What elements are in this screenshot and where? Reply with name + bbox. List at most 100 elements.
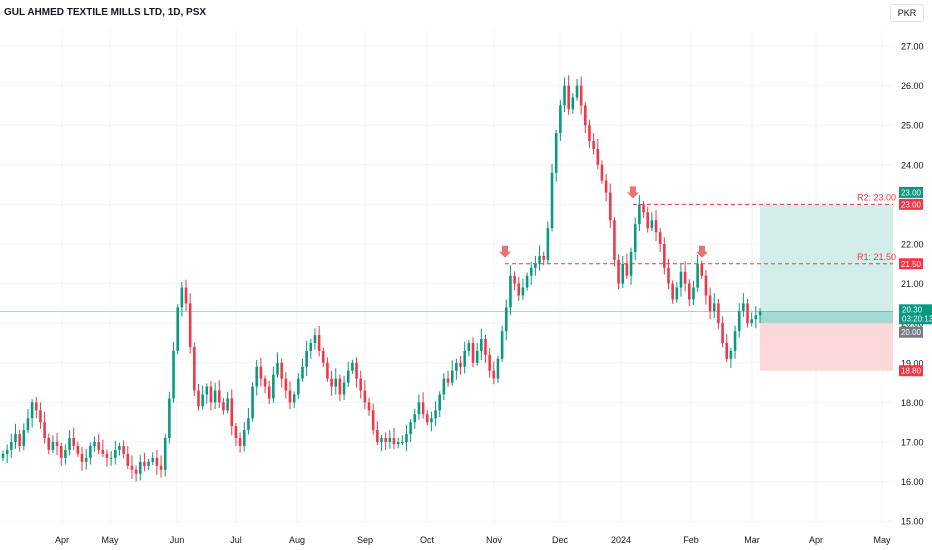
price-axis[interactable]: 15.00 16.00 17.00 18.00 19.00 20.00 21.00 22.00…: [901, 42, 924, 527]
candle-body: [638, 204, 641, 225]
candle-body: [330, 378, 333, 387]
candle-body: [480, 339, 483, 351]
candle-body: [222, 402, 225, 411]
candle-body: [272, 374, 275, 399]
candle-body: [392, 438, 396, 444]
candle-body: [500, 331, 504, 359]
candle-body: [1, 453, 5, 458]
candle-body: [297, 378, 300, 395]
candle-body: [592, 141, 595, 149]
candle-body: [267, 386, 271, 399]
candle-body: [242, 430, 246, 446]
candle-body: [525, 275, 529, 288]
y-tick-label: 16.00: [901, 477, 924, 487]
candle-body: [126, 453, 130, 466]
candle-body: [5, 449, 9, 454]
candle-body: [151, 457, 155, 462]
candle-body: [176, 307, 179, 351]
candle-body: [554, 133, 558, 173]
candle-body: [654, 220, 658, 233]
entry-tag-text: 20.00: [901, 328, 922, 337]
candle-body: [679, 271, 683, 288]
candle-body: [567, 85, 570, 110]
candle-body: [197, 390, 200, 407]
candle-body: [405, 434, 408, 442]
x-tick-label: May: [873, 535, 891, 545]
candle-body: [180, 287, 184, 308]
candle-body: [251, 386, 254, 419]
x-tick-label: May: [101, 535, 119, 545]
countdown-text: 03:20:13: [902, 314, 932, 323]
candle-body: [663, 244, 666, 268]
candle-body: [671, 283, 674, 300]
candle-body: [721, 323, 724, 343]
currency-button[interactable]: PKR: [890, 4, 924, 22]
candle-body: [712, 303, 716, 312]
candle-body: [14, 434, 17, 442]
candle-body: [80, 453, 84, 462]
y-tick-label: 15.00: [901, 517, 924, 527]
candle-body: [496, 358, 500, 379]
candle-body: [276, 362, 279, 375]
y-tick-label: 17.00: [901, 438, 924, 448]
y-tick-label: 24.00: [901, 160, 924, 170]
x-tick-label: Feb: [683, 535, 699, 545]
candle-body: [122, 445, 125, 454]
candle-body: [521, 287, 525, 296]
risk-reward-zones: [760, 204, 893, 371]
r2-tag: [899, 198, 923, 210]
candle-body: [430, 418, 433, 423]
r2-label: R2: 23.00: [857, 192, 896, 202]
candle-body: [488, 354, 491, 371]
candle-body: [114, 449, 117, 458]
down-arrow-icon: [627, 186, 639, 199]
candle-body: [588, 125, 591, 142]
candle-body: [147, 461, 150, 466]
candle-body: [130, 465, 134, 470]
last-price-tag: [899, 304, 932, 325]
candle-body: [280, 362, 283, 379]
resistance-levels: R2: 23.00 R1: 21.50: [0, 192, 896, 312]
candle-body: [209, 386, 213, 403]
candle-body: [608, 192, 612, 221]
candle-body: [733, 331, 737, 351]
candle-body: [471, 343, 475, 363]
candle-body: [313, 335, 317, 343]
candle-body: [596, 148, 600, 165]
time-axis[interactable]: Apr May Jun Jul Aug Sep Oct Nov Dec 2024 Feb Mar Apr…: [55, 535, 891, 545]
candle-body: [334, 378, 338, 387]
candle-body: [401, 442, 404, 443]
candle-body: [226, 398, 229, 411]
candle-body: [64, 449, 67, 458]
x-tick-label: Apr: [55, 535, 69, 545]
candle-body: [737, 311, 741, 332]
x-tick-label: Mar: [744, 535, 760, 545]
candle-body: [371, 410, 375, 431]
candle-body: [450, 370, 454, 383]
candle-body: [159, 465, 163, 470]
candle-body: [409, 422, 412, 435]
stop-zone: [760, 323, 893, 371]
y-tick-label: 22.00: [901, 240, 924, 250]
candle-body: [729, 350, 733, 359]
candle-body: [704, 275, 708, 296]
candle-body: [667, 267, 670, 284]
candle-body: [758, 311, 762, 316]
y-tick-label: 25.00: [901, 121, 924, 131]
candle-body: [646, 212, 649, 229]
x-tick-label: 2024: [611, 535, 631, 545]
candle-body: [89, 445, 92, 458]
candle-body: [263, 378, 267, 387]
candle-body: [247, 418, 250, 431]
candle-body: [542, 255, 546, 260]
candle-body: [172, 350, 175, 399]
candle-body: [301, 366, 304, 379]
candle-body: [342, 382, 346, 395]
candle-body: [118, 445, 121, 450]
candle-body: [696, 263, 699, 288]
candle-body: [76, 445, 80, 454]
candle-body: [613, 220, 616, 260]
x-tick-label: Jun: [170, 535, 185, 545]
